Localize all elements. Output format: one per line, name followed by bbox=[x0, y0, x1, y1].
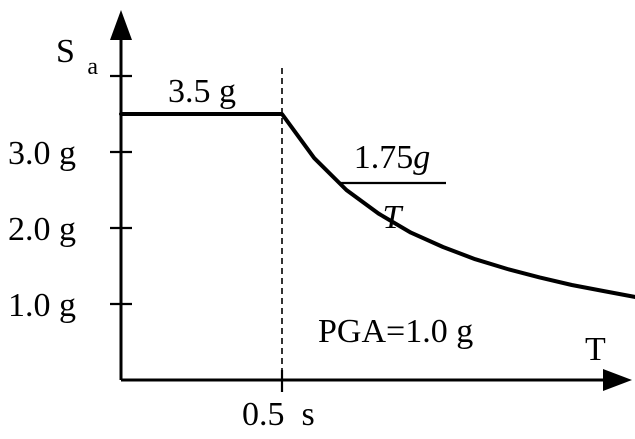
x-axis-arrowhead bbox=[603, 369, 632, 391]
x-axis-label: T bbox=[585, 331, 606, 368]
y-axis-arrowhead bbox=[110, 10, 132, 40]
series-line bbox=[119, 112, 635, 300]
formula-numerator: 1.75g bbox=[354, 139, 431, 176]
y-axis-label-main: S bbox=[56, 33, 75, 70]
y-tick-label: 3.0 g bbox=[8, 135, 76, 172]
plateau-label: 3.5 g bbox=[168, 73, 236, 110]
y-tick-label: 2.0 g bbox=[8, 211, 76, 248]
formula-numerator-variable: g bbox=[413, 139, 430, 176]
y-tick-label: 1.0 g bbox=[8, 287, 76, 324]
formula-annotation: 1.75g T bbox=[340, 139, 446, 236]
formula-numerator-coefficient: 1.75 bbox=[354, 139, 414, 176]
x-tick-label: 0.5 s bbox=[242, 396, 315, 433]
y-axis-label: S a bbox=[56, 33, 98, 80]
pga-annotation: PGA=1.0 g bbox=[318, 313, 473, 350]
formula-denominator: T bbox=[383, 199, 404, 236]
y-ticks-group: 1.0 g 2.0 g 3.0 g bbox=[8, 74, 132, 324]
x-ticks-group: 0.5 s bbox=[242, 370, 315, 433]
y-axis-label-subscript: a bbox=[87, 54, 98, 80]
